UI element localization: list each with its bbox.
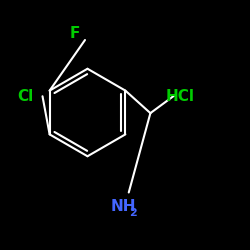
Text: Cl: Cl: [17, 89, 33, 104]
Text: 2: 2: [128, 208, 136, 218]
Text: F: F: [70, 26, 80, 41]
Text: NH: NH: [111, 199, 136, 214]
Text: HCl: HCl: [166, 89, 194, 104]
